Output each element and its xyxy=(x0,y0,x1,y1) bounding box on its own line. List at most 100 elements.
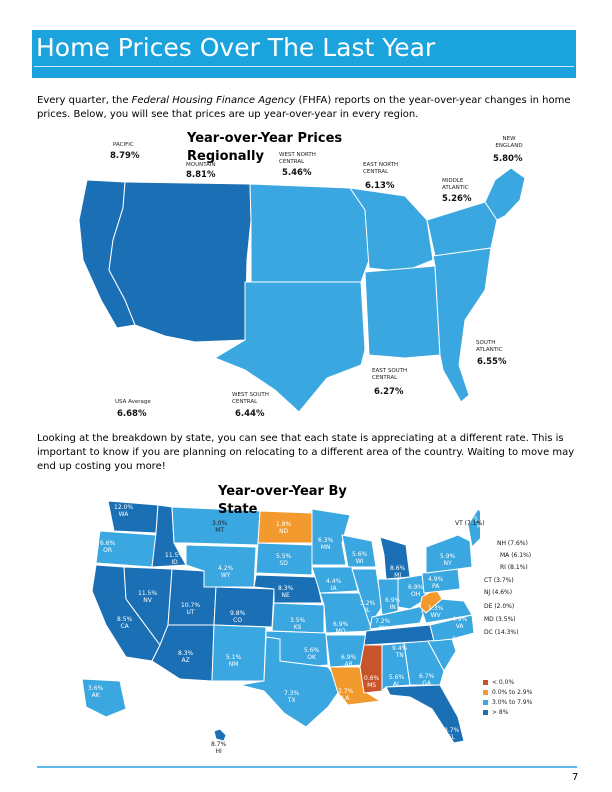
state-label-ca: 8.5% CA xyxy=(117,616,132,630)
state-sd-shape xyxy=(255,542,313,576)
state-label-la: 2.7% LA xyxy=(338,688,353,702)
callout-ma: MA (6.1%) xyxy=(500,552,532,559)
state-abbr: LA xyxy=(341,695,350,702)
callout-dc: DC (14.3%) xyxy=(484,629,519,636)
state-abbr: AL xyxy=(392,681,401,688)
state-abbr: ME xyxy=(477,523,487,530)
state-label-ga: 6.7% GA xyxy=(419,673,434,687)
state-value: 1.8% xyxy=(276,521,292,528)
region-label-middle-atlantic: MIDDLE ATLANTIC xyxy=(442,178,469,191)
state-label-nv: 11.5% NV xyxy=(138,590,157,604)
state-value: 4.4% xyxy=(326,578,342,585)
state-label-ms: 0.6% MS xyxy=(364,675,379,689)
state-label-ut: 10.7% UT xyxy=(181,602,200,616)
legend-swatch xyxy=(483,679,488,685)
state-ak-shape xyxy=(81,678,127,718)
state-value: 8.5% xyxy=(117,616,133,623)
state-abbr: NE xyxy=(281,592,290,599)
state-abbr: ID xyxy=(171,559,178,566)
region-value-new-england: 5.80% xyxy=(493,154,523,164)
state-abbr: FL xyxy=(448,734,456,741)
state-label-nc: 6.7% NC xyxy=(452,636,467,650)
region-label-mountain: MOUNTAIN xyxy=(186,162,216,168)
state-map-legend: < 0.0% 0.0% to 2.9% 3.0% to 7.9% > 8% xyxy=(483,677,532,717)
intro-agency: Federal Housing Finance Agency xyxy=(131,95,296,106)
legend-label: > 8% xyxy=(492,708,509,716)
state-value: 10.7% xyxy=(181,602,201,609)
state-abbr: AZ xyxy=(181,657,190,664)
state-label-va: 4.9% VA xyxy=(452,616,467,630)
state-value: 5.6% xyxy=(352,551,368,558)
state-label-in: 6.9% IN xyxy=(385,597,400,611)
state-value: 3.6% xyxy=(88,685,104,692)
state-value: 4.9% xyxy=(428,576,444,583)
state-value: 9.4% xyxy=(392,645,408,652)
region-east-south-central xyxy=(364,265,441,359)
state-abbr: TN xyxy=(395,652,404,659)
state-value: 8.3% xyxy=(278,585,294,592)
state-value: 6.9% xyxy=(341,654,357,661)
state-abbr: KS xyxy=(293,624,302,631)
regional-map-title: Year-over-Year Prices Regionally xyxy=(187,131,343,164)
legend-item: 3.0% to 7.9% xyxy=(483,697,532,707)
intro-paragraph: Every quarter, the Federal Housing Finan… xyxy=(37,94,577,122)
state-in-shape xyxy=(377,578,399,616)
callout-nj: NJ (4.6%) xyxy=(484,589,513,596)
regional-us-map xyxy=(78,167,526,413)
legend-item: > 8% xyxy=(483,707,532,717)
state-abbr: SD xyxy=(279,560,288,567)
state-abbr: SC xyxy=(453,664,462,671)
region-value-wsc: 6.44% xyxy=(235,409,265,419)
region-west-north-central xyxy=(249,183,370,283)
state-value: 3.2% xyxy=(360,600,376,607)
state-value: 6.3% xyxy=(318,537,334,544)
state-abbr: NC xyxy=(455,643,464,650)
state-value: 1.3% xyxy=(428,605,444,612)
state-ga-shape xyxy=(403,640,445,686)
legend-item: 0.0% to 2.9% xyxy=(483,687,532,697)
state-label-al: 5.6% AL xyxy=(389,674,404,688)
state-ms-shape xyxy=(359,644,383,694)
state-value: 12.0% xyxy=(114,504,134,511)
state-label-az: 8.3% AZ xyxy=(178,650,193,664)
region-west-south-central xyxy=(213,281,366,413)
state-value: 7.2% xyxy=(375,618,391,625)
state-wy-shape xyxy=(185,544,257,588)
state-label-hi: 8.7% HI xyxy=(211,741,226,755)
state-label-ks: 3.5% KS xyxy=(290,617,305,631)
state-value: 5.5% xyxy=(276,553,292,560)
intro-pre: Every quarter, the xyxy=(37,95,132,106)
page-number: 7 xyxy=(572,772,579,783)
state-abbr: TX xyxy=(287,697,296,704)
state-label-mt: 3.0% MT xyxy=(212,520,227,534)
state-label-ne: 8.3% NE xyxy=(278,585,293,599)
state-value: 11.5% xyxy=(165,552,185,559)
region-new-england xyxy=(484,167,526,221)
state-abbr: PA xyxy=(431,583,440,590)
page-header: Home Prices Over The Last Year xyxy=(32,30,576,78)
state-value: 8.7% xyxy=(211,741,227,748)
state-abbr: AK xyxy=(91,692,100,699)
legend-label: 0.0% to 2.9% xyxy=(492,688,533,696)
state-abbr: MN xyxy=(320,544,331,551)
region-label-enc: EAST NORTH CENTRAL xyxy=(363,162,399,175)
state-value: 8.6% xyxy=(390,565,406,572)
state-value: 6.5% xyxy=(450,657,466,664)
state-abbr: OK xyxy=(307,654,316,661)
region-south-atlantic xyxy=(432,247,492,403)
state-label-wv: 1.3% WV xyxy=(428,605,443,619)
state-value: 11.5% xyxy=(138,590,158,597)
region-label-south-atlantic: SOUTH ATLANTIC xyxy=(476,340,503,353)
callout-ri: RI (8.1%) xyxy=(500,564,528,571)
state-mo-shape xyxy=(319,592,373,634)
state-abbr: HI xyxy=(215,748,222,755)
state-abbr: CA xyxy=(120,623,129,630)
state-abbr: MT xyxy=(215,527,225,534)
state-value: 5.9% xyxy=(440,553,456,560)
state-abbr: NV xyxy=(143,597,152,604)
state-value: 5.6% xyxy=(389,674,405,681)
callout-nh: NH (7.6%) xyxy=(497,540,528,547)
state-al-shape xyxy=(381,642,411,693)
page-title: Home Prices Over The Last Year xyxy=(36,33,436,62)
state-value: 8.3% xyxy=(178,650,194,657)
